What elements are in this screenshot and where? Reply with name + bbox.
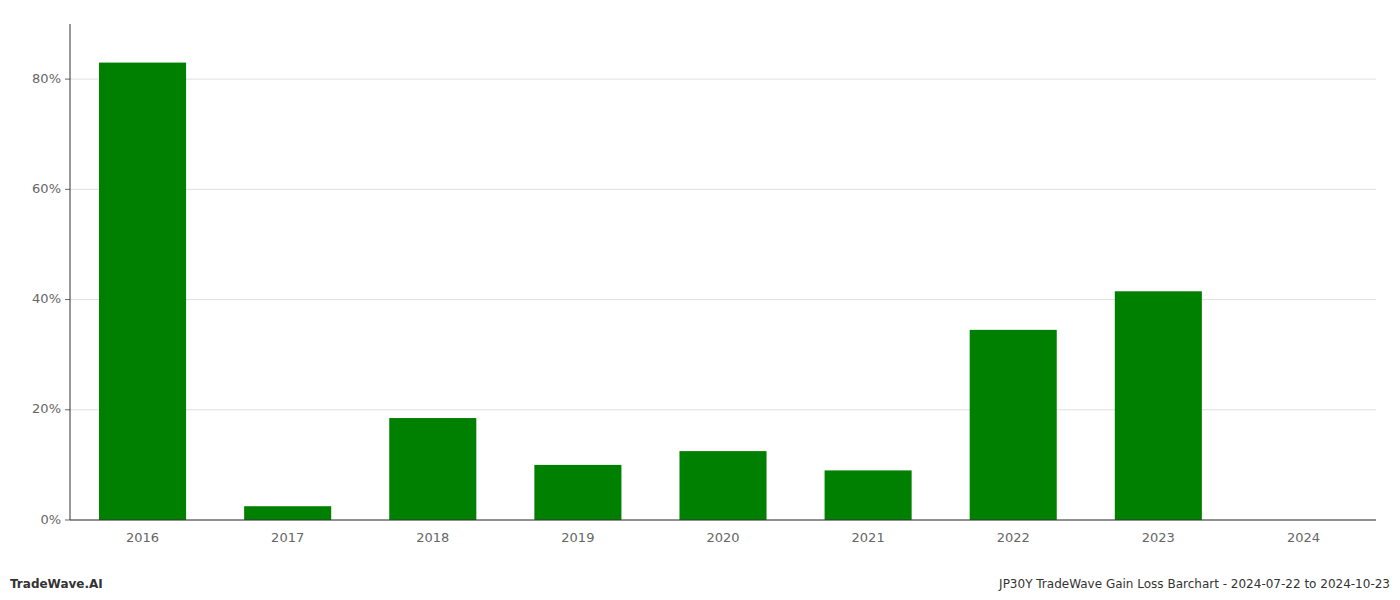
bar: [970, 330, 1057, 520]
y-tick: [65, 299, 70, 300]
x-tick-label: 2020: [706, 530, 739, 545]
bar: [99, 63, 186, 520]
grid-line: [70, 79, 1376, 80]
bar: [389, 418, 476, 520]
y-tick-label: 40%: [32, 291, 61, 306]
bar: [244, 506, 331, 520]
grid-line: [70, 189, 1376, 190]
page: {"chart_data": {"type": "bar", "categori…: [0, 0, 1400, 600]
bar: [534, 465, 621, 520]
y-tick-label: 60%: [32, 181, 61, 196]
y-tick-label: 20%: [32, 401, 61, 416]
x-tick-label: 2017: [271, 530, 304, 545]
chart-svg: 0%20%40%60%80%20162017201820192020202120…: [0, 0, 1400, 600]
x-tick-label: 2021: [852, 530, 885, 545]
y-tick: [65, 409, 70, 410]
bar: [825, 470, 912, 520]
footer-right: JP30Y TradeWave Gain Loss Barchart - 202…: [998, 577, 1390, 591]
chart-container: 0%20%40%60%80%20162017201820192020202120…: [0, 0, 1400, 600]
y-axis-line: [70, 24, 71, 520]
y-tick: [65, 79, 70, 80]
x-axis-line: [70, 520, 1376, 521]
y-grid: [70, 79, 1376, 520]
x-tick-label: 2016: [126, 530, 159, 545]
y-axis: 0% 20% 40% 60% 80%: [32, 71, 70, 527]
bar: [1115, 291, 1202, 520]
grid-line: [70, 520, 1376, 521]
x-axis: 2016 2017 2018 2019 2020 2021 2022 2023 2024: [126, 530, 1320, 545]
x-tick-label: 2022: [997, 530, 1030, 545]
x-tick-label: 2023: [1142, 530, 1175, 545]
bar: [679, 451, 766, 520]
x-tick-label: 2019: [561, 530, 594, 545]
y-tick: [65, 189, 70, 190]
x-tick-label: 2018: [416, 530, 449, 545]
footer-left: TradeWave.AI: [10, 577, 103, 591]
x-tick-label: 2024: [1287, 530, 1320, 545]
y-tick: [65, 520, 70, 521]
bars: [99, 63, 1202, 520]
y-tick-label: 0%: [40, 512, 61, 527]
y-tick-label: 80%: [32, 71, 61, 86]
